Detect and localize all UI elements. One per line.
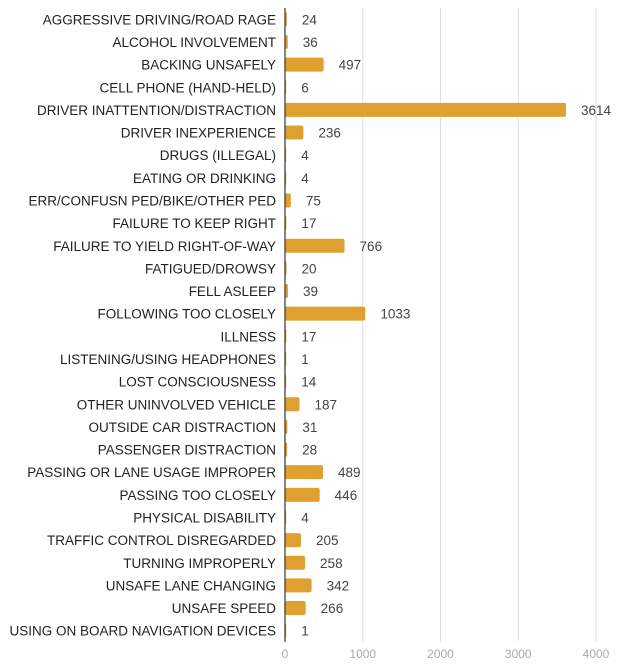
value-labels: 2436497636142364475177662039103317114187…	[301, 12, 611, 638]
value-label: 17	[301, 216, 316, 231]
category-label: DRIVER INATTENTION/DISTRACTION	[37, 103, 276, 118]
value-label: 266	[321, 601, 344, 616]
value-label: 236	[318, 126, 341, 141]
value-label: 20	[302, 261, 317, 276]
value-label: 24	[302, 12, 318, 27]
bar	[285, 57, 324, 72]
category-label: CELL PHONE (HAND-HELD)	[99, 80, 276, 95]
bar	[285, 465, 324, 480]
category-label: FELL ASLEEP	[189, 284, 276, 299]
value-label: 31	[302, 420, 317, 435]
category-label: PHYSICAL DISABILITY	[133, 510, 276, 525]
x-tick-label: 4000	[583, 647, 610, 661]
category-label: FAILURE TO YIELD RIGHT-OF-WAY	[53, 239, 276, 254]
value-label: 39	[303, 284, 318, 299]
category-label: FOLLOWING TOO CLOSELY	[97, 307, 276, 322]
category-label: UNSAFE SPEED	[172, 601, 277, 616]
value-label: 28	[302, 443, 317, 458]
bar	[285, 102, 566, 117]
bar	[285, 533, 301, 548]
bar	[285, 487, 320, 502]
category-label: UNSAFE LANE CHANGING	[106, 578, 276, 593]
bar	[285, 284, 289, 299]
bar	[285, 601, 306, 616]
x-tick-label: 2000	[427, 647, 454, 661]
value-label: 4	[301, 148, 309, 163]
category-labels: AGGRESSIVE DRIVING/ROAD RAGE ALCOHOL INVO…	[9, 12, 276, 638]
bar	[285, 555, 306, 570]
category-label: PASSENGER DISTRACTION	[98, 443, 276, 458]
x-tick-label: 3000	[505, 647, 532, 661]
value-label: 766	[360, 239, 383, 254]
value-label: 3614	[581, 103, 612, 118]
value-label: 497	[339, 58, 362, 73]
value-label: 36	[303, 35, 318, 50]
value-label: 1	[301, 352, 309, 367]
bar	[285, 125, 304, 140]
value-label: 6	[301, 80, 309, 95]
category-label: OUTSIDE CAR DISTRACTION	[88, 420, 276, 435]
value-label: 489	[338, 465, 361, 480]
category-label: ALCOHOL INVOLVEMENT	[112, 35, 276, 50]
value-label: 187	[315, 397, 338, 412]
x-tick-labels: 0 1000 2000 3000 4000	[282, 647, 610, 661]
category-label: FAILURE TO KEEP RIGHT	[112, 216, 276, 231]
category-label: BACKING UNSAFELY	[141, 58, 276, 73]
x-tick-label: 1000	[349, 647, 376, 661]
bar	[285, 306, 366, 321]
x-tick-label: 0	[282, 647, 289, 661]
value-label: 14	[301, 375, 317, 390]
category-label: TRAFFIC CONTROL DISREGARDED	[47, 533, 276, 548]
category-label: LISTENING/USING HEADPHONES	[60, 352, 276, 367]
category-label: EATING OR DRINKING	[133, 171, 276, 186]
bar	[285, 419, 288, 434]
value-label: 4	[301, 171, 309, 186]
value-label: 342	[327, 578, 350, 593]
category-label: PASSING OR LANE USAGE IMPROPER	[27, 465, 276, 480]
value-label: 17	[301, 329, 316, 344]
category-label: AGGRESSIVE DRIVING/ROAD RAGE	[43, 12, 276, 27]
bar	[285, 578, 312, 593]
value-label: 75	[306, 193, 321, 208]
bar	[285, 34, 288, 49]
category-label: ERR/CONFUSN PED/BIKE/OTHER PED	[28, 193, 276, 208]
category-label: ILLNESS	[220, 329, 276, 344]
category-label: DRIVER INEXPERIENCE	[121, 126, 276, 141]
value-label: 1	[301, 624, 309, 639]
bar	[285, 397, 300, 412]
category-label: DRUGS (ILLEGAL)	[160, 148, 276, 163]
category-label: TURNING IMPROPERLY	[123, 556, 276, 571]
category-label: USING ON BOARD NAVIGATION DEVICES	[9, 624, 276, 639]
category-label: OTHER UNINVOLVED VEHICLE	[77, 397, 276, 412]
value-label: 4	[301, 510, 309, 525]
value-label: 446	[335, 488, 358, 503]
value-label: 205	[316, 533, 339, 548]
bar	[285, 193, 291, 208]
value-label: 258	[320, 556, 343, 571]
category-label: LOST CONSCIOUSNESS	[119, 375, 276, 390]
category-label: FATIGUED/DROWSY	[145, 261, 276, 276]
bar	[285, 238, 345, 253]
value-label: 1033	[380, 307, 410, 322]
category-label: PASSING TOO CLOSELY	[119, 488, 276, 503]
